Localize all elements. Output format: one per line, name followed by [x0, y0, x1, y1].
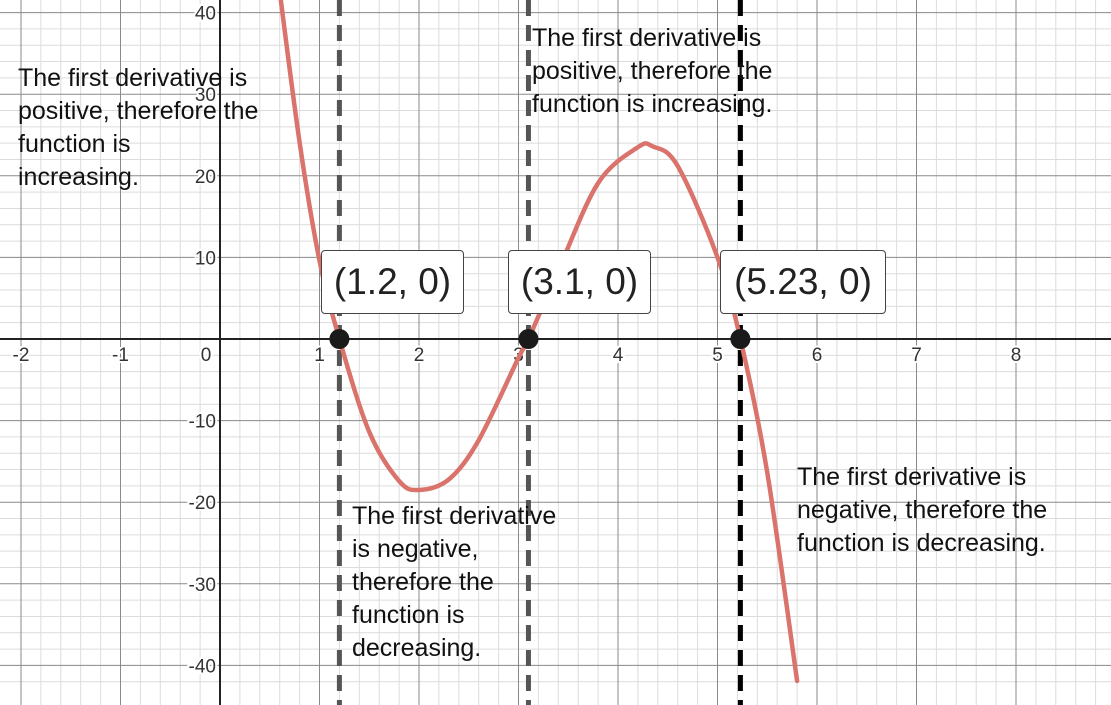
y-tick-label: -10: [189, 412, 216, 433]
x-tick-label: -2: [13, 345, 30, 366]
point-label-2: (3.1, 0): [508, 250, 651, 314]
x-tick-label: 6: [812, 345, 823, 366]
root-point-1: [329, 329, 350, 349]
x-tick-label: 7: [911, 345, 922, 366]
y-tick-label: -40: [189, 656, 216, 677]
annotation-left-increasing: The first derivative is positive, theref…: [18, 64, 259, 191]
y-tick-label: 40: [195, 4, 216, 25]
x-tick-label: 1: [314, 345, 325, 366]
y-tick-label: -30: [189, 575, 216, 596]
annotation-right-decreasing: The first derivative is negative, theref…: [797, 463, 1048, 557]
y-tick-label: 20: [195, 167, 216, 188]
root-point-3: [730, 329, 751, 349]
annotation-top-increasing: The first derivative is positive, theref…: [532, 24, 773, 118]
y-tick-label: 10: [195, 248, 216, 269]
x-tick-label: -1: [112, 345, 129, 366]
y-tick-label: 30: [195, 85, 216, 106]
x-tick-label: 4: [613, 345, 624, 366]
point-label-3: (5.23, 0): [720, 250, 886, 314]
x-tick-label: 2: [414, 345, 425, 366]
y-tick-label: -20: [189, 493, 216, 514]
root-point-2: [518, 329, 539, 349]
point-label-1: (1.2, 0): [321, 250, 464, 314]
vertical-dashed-lines: [336, 0, 743, 705]
root-points: [329, 329, 751, 349]
annotation-middle-decreasing: The first derivative is negative, theref…: [352, 502, 557, 662]
x-tick-label: 8: [1011, 345, 1022, 366]
x-tick-label: 5: [712, 345, 723, 366]
x-tick-label: 0: [201, 345, 212, 366]
